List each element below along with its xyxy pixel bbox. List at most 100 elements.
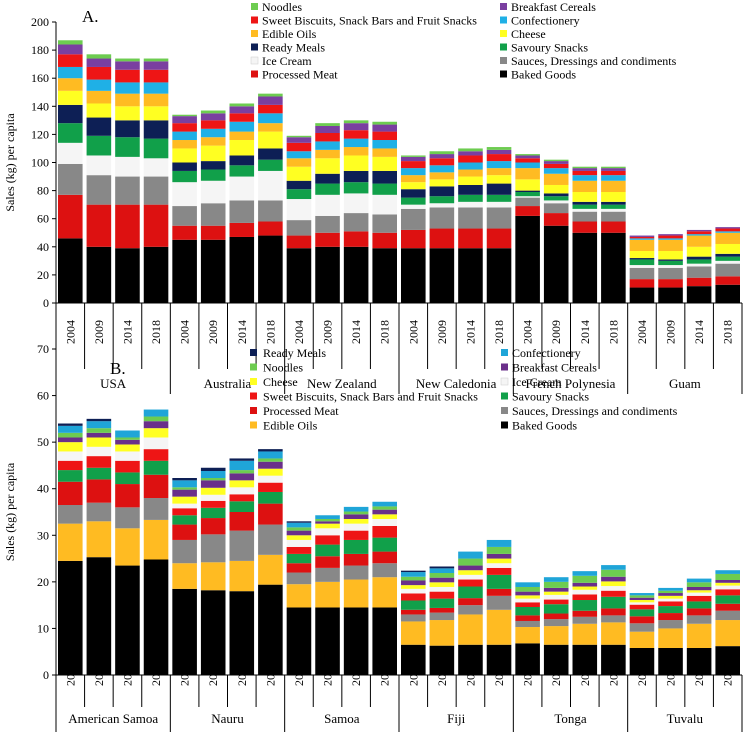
bar-segment-cheese xyxy=(200,487,226,495)
bar-segment-edible-oils xyxy=(572,180,598,193)
bar-segment-breakfast-cereals xyxy=(86,58,112,67)
bar-segment-confectionery xyxy=(629,593,655,596)
y-tick-label: 160 xyxy=(31,71,49,85)
year-label: 2009 xyxy=(321,662,335,686)
legend-swatch-ice-cream xyxy=(500,377,509,386)
bar-segment-processed-meat xyxy=(515,206,540,216)
legend-label-ice-cream: Ice Cream xyxy=(262,54,312,68)
y-axis-title: Sales (kg) per capita xyxy=(3,462,17,561)
group-label: Australia xyxy=(204,376,252,391)
bar-segment-breakfast-cereals xyxy=(315,521,340,524)
bar-segment-cheese xyxy=(629,251,655,259)
bar-segment-baked-goods xyxy=(258,235,283,303)
bar-segment-savoury-snacks xyxy=(601,596,626,609)
year-label: 2018 xyxy=(149,662,163,686)
bar-segment-edible-oils xyxy=(143,93,169,107)
bar-segment-cheese xyxy=(343,518,369,524)
bar-segment-sweet-biscuits-snack-bars-and-fruit-snacks xyxy=(58,460,83,471)
bar-segment-noodles xyxy=(658,590,683,594)
bar-segment-ice-cream xyxy=(86,155,112,176)
bar-segment-processed-meat xyxy=(486,228,512,249)
bar-segment-ice-cream xyxy=(429,586,455,592)
bar-segment-breakfast-cereals xyxy=(486,149,512,155)
year-label: 2009 xyxy=(664,320,678,344)
bar-segment-sweet-biscuits-snack-bars-and-fruit-snacks xyxy=(143,449,169,461)
bar-segment-processed-meat xyxy=(629,616,655,624)
bar-segment-sauces-dressings-and-condiments xyxy=(115,176,140,205)
bar-segment-ice-cream xyxy=(229,487,255,495)
bar-segment-sweet-biscuits-snack-bars-and-fruit-snacks xyxy=(172,123,197,132)
year-label: 2009 xyxy=(549,662,563,686)
bar-segment-ready-meals xyxy=(658,259,683,261)
bar-segment-baked-goods xyxy=(86,246,112,303)
bar-segment-confectionery xyxy=(629,238,655,240)
bar-segment-edible-oils xyxy=(315,581,340,608)
y-tick-label: 120 xyxy=(31,127,49,141)
bar-segment-ice-cream xyxy=(401,204,426,209)
bar-segment-noodles xyxy=(686,582,712,587)
legend-label-processed-meat: Processed Meat xyxy=(262,68,338,82)
bar-segment-edible-oils xyxy=(172,140,197,149)
year-label: 2004 xyxy=(635,320,649,344)
bar-segment-baked-goods xyxy=(401,248,426,303)
bar-segment-breakfast-cereals xyxy=(715,579,740,583)
bar-segment-processed-meat xyxy=(458,228,483,249)
bar-segment-ice-cream xyxy=(686,263,712,267)
bar-segment-ready-meals xyxy=(229,458,255,461)
bar-segment-sweet-biscuits-snack-bars-and-fruit-snacks xyxy=(458,155,483,163)
bar-segment-sauces-dressings-and-condiments xyxy=(286,572,312,585)
bar-segment-baked-goods xyxy=(486,644,512,675)
bar-segment-ice-cream xyxy=(172,182,197,207)
legend-swatch-confectionery xyxy=(501,349,508,356)
bar-segment-ice-cream xyxy=(258,475,283,483)
year-label: 2014 xyxy=(349,662,363,686)
y-tick-label: 60 xyxy=(37,212,49,226)
year-label: 2004 xyxy=(521,320,535,344)
bar-segment-breakfast-cereals xyxy=(200,113,226,121)
bar-segment-edible-oils xyxy=(286,584,312,608)
year-label: 2004 xyxy=(406,320,420,344)
bar-segment-breakfast-cereals xyxy=(543,587,569,592)
bar-segment-edible-oils xyxy=(372,148,397,157)
bar-segment-baked-goods xyxy=(372,607,397,675)
bar-segment-processed-meat xyxy=(515,615,540,621)
bar-segment-breakfast-cereals xyxy=(172,489,197,497)
bar-segment-noodles xyxy=(629,595,655,598)
year-label: 2009 xyxy=(206,662,220,686)
bar-segment-noodles xyxy=(401,576,426,581)
bar-segment-noodles xyxy=(143,416,169,422)
legend-label-ice-cream: Ice Cream xyxy=(512,375,562,389)
panel-label: A. xyxy=(82,7,99,26)
bar-segment-cheese xyxy=(458,176,483,185)
y-tick-label: 70 xyxy=(37,342,49,356)
legend-label-breakfast-cereals: Breakfast Cereals xyxy=(511,0,596,14)
bar-segment-cheese xyxy=(115,444,140,452)
bar-segment-processed-meat xyxy=(58,481,83,506)
bar-segment-noodles xyxy=(115,437,140,440)
bar-segment-processed-meat xyxy=(86,479,112,503)
bar-segment-cheese xyxy=(115,106,140,121)
bar-segment-cheese xyxy=(86,437,112,447)
bar-segment-baked-goods xyxy=(686,286,712,303)
bar-segment-noodles xyxy=(601,166,626,169)
bar-segment-baked-goods xyxy=(372,248,397,303)
year-label: 2004 xyxy=(178,320,192,344)
bar-segment-ready-meals xyxy=(543,193,569,197)
bar-segment-sauces-dressings-and-condiments xyxy=(601,615,626,623)
bar-segment-confectionery xyxy=(715,570,740,574)
bar-segment-breakfast-cereals xyxy=(401,156,426,162)
bar-segment-sweet-biscuits-snack-bars-and-fruit-snacks xyxy=(601,170,626,176)
bar-segment-baked-goods xyxy=(658,647,683,675)
bar-segment-baked-goods xyxy=(429,248,455,303)
bar-segment-baked-goods xyxy=(343,607,369,675)
bar-segment-processed-meat xyxy=(172,225,197,240)
group-label: New Zealand xyxy=(307,376,377,391)
bar-segment-breakfast-cereals xyxy=(686,229,712,232)
bar-segment-ice-cream xyxy=(200,180,226,204)
bar-segment-savoury-snacks xyxy=(229,165,255,177)
bar-segment-ice-cream xyxy=(58,142,83,164)
bar-segment-sauces-dressings-and-condiments xyxy=(315,567,340,582)
bar-segment-processed-meat xyxy=(86,204,112,247)
year-label: 2009 xyxy=(549,320,563,344)
bar-segment-edible-oils xyxy=(629,239,655,252)
